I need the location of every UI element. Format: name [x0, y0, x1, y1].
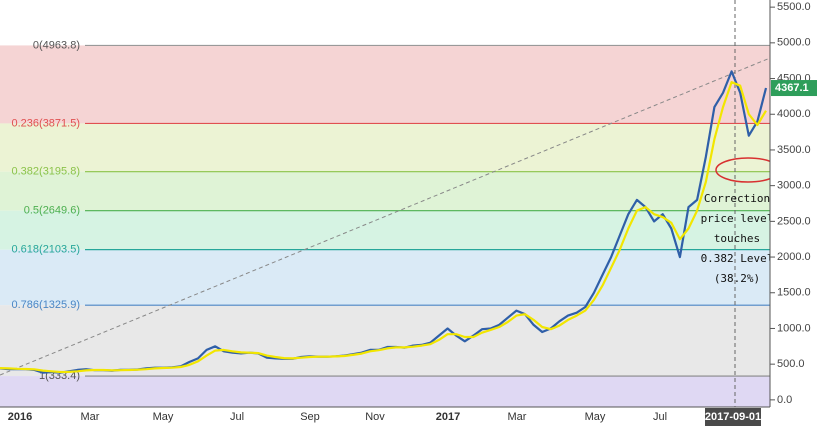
annotation: Correction price level touches 0.382 Level (…: [701, 192, 774, 285]
y-tick-label: 1000.0: [777, 322, 811, 334]
y-tick-label: 3000.0: [777, 180, 811, 192]
last-price-label: 4367.1: [775, 82, 809, 94]
x-tick-label: Mar: [81, 411, 100, 423]
x-tick-label: 2017-09-01: [705, 411, 761, 423]
fib-band: [0, 249, 770, 306]
annotation-line: (38.2%): [714, 272, 760, 285]
fib-band: [0, 376, 770, 407]
x-tick-label: May: [153, 411, 174, 423]
x-tick-label: Mar: [508, 411, 527, 423]
x-tick-label: 2016: [8, 411, 32, 423]
x-tick-label: Jul: [653, 411, 667, 423]
annotation-line: price level: [701, 212, 774, 225]
y-tick-label: 5000.0: [777, 37, 811, 49]
x-tick-label: 2017: [436, 411, 460, 423]
y-tick-label: 5500.0: [777, 1, 811, 13]
x-tick-label: Jul: [230, 411, 244, 423]
fib-band: [0, 171, 770, 211]
x-tick-label: May: [585, 411, 606, 423]
fib-label: 0.618(2103.5): [12, 244, 81, 256]
y-tick-label: 2000.0: [777, 251, 811, 263]
fib-band: [0, 210, 770, 250]
last-price-box: [771, 80, 817, 97]
fib-bands: 0(4963.8) 0.236(3871.5) 0.382(3195.8) 0.5(2…: [0, 39, 770, 407]
y-tick-label: 0.0: [777, 394, 792, 406]
fib-label: 0.236(3871.5): [12, 117, 81, 129]
fib-label: 0.382(3195.8): [12, 166, 81, 178]
time-axis: [0, 407, 823, 427]
y-tick-label: 2500.0: [777, 215, 811, 227]
x-tick-label: Nov: [365, 411, 385, 423]
price-lines: [0, 70, 768, 374]
trend-line: [0, 57, 771, 376]
axes: 0.0 500.0 1000.0 1500.0 2000.0 2500.0 3000.0 35…: [8, 1, 817, 426]
price-axis: [770, 0, 823, 407]
y-tick-label: 3500.0: [777, 144, 811, 156]
x-tick-label: Sep: [300, 411, 320, 423]
fib-band: [0, 45, 770, 124]
annotation-line: Correction: [704, 192, 770, 205]
x-label-box: [705, 408, 761, 426]
y-tick-label: 500.0: [777, 358, 805, 370]
fib-label: 0(4963.8): [33, 39, 80, 51]
y-tick-label: 1500.0: [777, 287, 811, 299]
annotation-line: 0.382 Level: [701, 252, 774, 265]
annotation-line: touches: [714, 232, 760, 245]
y-tick-label: 4000.0: [777, 108, 811, 120]
fib-label: 0.5(2649.6): [24, 205, 80, 217]
fib-label: 0.786(1325.9): [12, 299, 81, 311]
ma-line: [0, 80, 767, 374]
fib-band: [0, 305, 770, 377]
fib-band: [0, 123, 770, 172]
